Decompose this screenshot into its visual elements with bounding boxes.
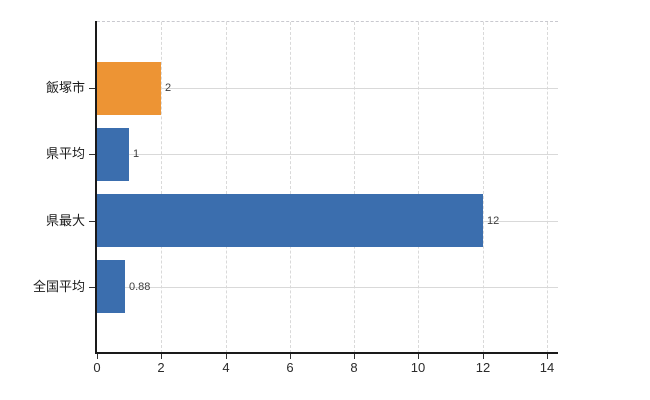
y-tick: [89, 287, 95, 288]
y-tick: [89, 221, 95, 222]
y-gridline: [97, 287, 558, 288]
bar-value-label: 12: [487, 215, 500, 227]
x-tick: [547, 354, 548, 359]
x-tick-label: 0: [93, 360, 101, 375]
plot-top-border: [97, 21, 558, 22]
y-axis-line: [95, 21, 97, 353]
x-tick-label: 10: [410, 360, 426, 375]
x-tick-label: 8: [350, 360, 358, 375]
y-gridline: [97, 154, 558, 155]
x-gridline: [161, 22, 162, 353]
bar: [97, 62, 161, 115]
x-gridline: [290, 22, 291, 353]
category-label: 全国平均: [32, 279, 85, 294]
y-tick: [89, 154, 95, 155]
x-gridline: [483, 22, 484, 353]
y-tick: [89, 88, 95, 89]
bar-value-label: 0.88: [129, 281, 151, 293]
bar: [97, 260, 125, 313]
bar-value-label: 2: [165, 82, 172, 94]
bar-value-label: 1: [133, 148, 140, 160]
x-tick: [418, 354, 419, 359]
y-gridline: [97, 88, 558, 89]
x-tick: [97, 354, 98, 359]
bar: [97, 128, 129, 181]
x-gridline: [547, 22, 548, 353]
category-label: 県最大: [45, 213, 85, 228]
x-gridline: [226, 22, 227, 353]
category-label: 県平均: [45, 146, 85, 161]
x-tick-label: 12: [475, 360, 491, 375]
x-tick: [483, 354, 484, 359]
x-gridline: [354, 22, 355, 353]
x-tick: [290, 354, 291, 359]
x-tick-label: 6: [286, 360, 294, 375]
x-gridline: [418, 22, 419, 353]
x-tick-label: 4: [222, 360, 230, 375]
x-tick-label: 2: [157, 360, 165, 375]
x-tick-label: 14: [539, 360, 555, 375]
x-tick: [354, 354, 355, 359]
category-label: 飯塚市: [45, 80, 85, 95]
x-axis-line: [95, 352, 558, 354]
bar: [97, 194, 483, 247]
x-tick: [226, 354, 227, 359]
x-tick: [161, 354, 162, 359]
